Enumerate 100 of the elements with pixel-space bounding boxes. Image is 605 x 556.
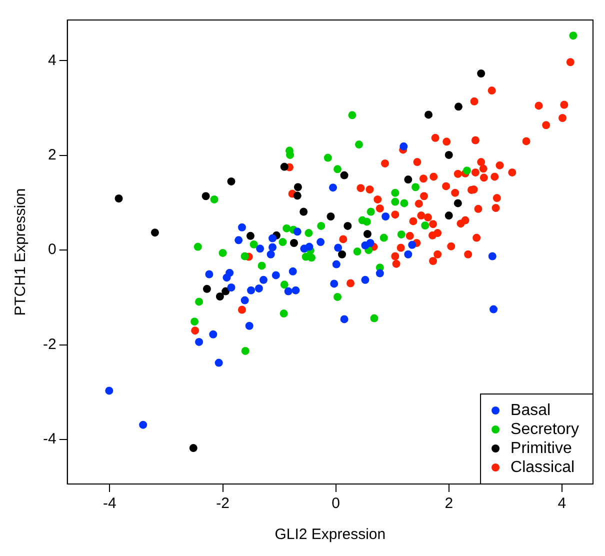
point [205, 270, 214, 278]
point [241, 346, 250, 355]
point [258, 262, 266, 270]
point [338, 250, 346, 258]
point [254, 284, 263, 292]
point [326, 212, 335, 220]
point [353, 248, 362, 256]
point [340, 315, 348, 324]
point [195, 298, 204, 306]
point [391, 188, 400, 197]
point [366, 208, 375, 216]
point [397, 230, 406, 238]
y-tick-label: -2 [42, 336, 56, 353]
point [280, 310, 288, 318]
point [194, 242, 202, 251]
point [454, 102, 462, 111]
y-tick-label: -4 [42, 430, 56, 448]
point [216, 292, 224, 301]
point [404, 176, 412, 184]
point [404, 250, 412, 258]
point [139, 420, 148, 429]
point [150, 228, 159, 237]
point [195, 338, 204, 346]
point [293, 228, 302, 236]
point [477, 70, 486, 78]
point [348, 111, 356, 120]
point [391, 198, 400, 206]
point [218, 248, 227, 257]
point [190, 318, 199, 326]
point [444, 150, 453, 159]
point [227, 284, 236, 292]
point [259, 276, 268, 284]
point [454, 199, 462, 208]
point [400, 199, 408, 208]
point [202, 284, 211, 293]
point [202, 192, 210, 200]
point [227, 177, 236, 186]
point [340, 171, 348, 180]
legend-label: Primitive [510, 440, 572, 457]
point [330, 280, 338, 288]
point [421, 221, 430, 230]
x-tick-label: 4 [558, 495, 566, 512]
point [424, 110, 433, 119]
point [214, 358, 223, 367]
y-axis-title: PTCH1 Expression [12, 188, 30, 316]
point [408, 240, 416, 249]
point [268, 243, 277, 252]
point [210, 195, 218, 204]
point [250, 240, 258, 248]
point [328, 184, 337, 192]
point [222, 287, 230, 296]
point [490, 305, 498, 314]
point [292, 286, 300, 294]
point [361, 276, 370, 284]
x-tick-label: 0 [332, 495, 340, 512]
point [246, 232, 254, 240]
point [293, 192, 302, 200]
x-tick-label: -4 [103, 495, 116, 512]
point [382, 212, 390, 220]
point [189, 444, 198, 452]
y-tick-label: 0 [48, 241, 56, 258]
point [308, 254, 316, 262]
point [226, 268, 234, 277]
point [400, 142, 408, 150]
point [444, 212, 453, 220]
point [256, 244, 264, 253]
point [114, 194, 123, 202]
point [376, 269, 384, 278]
point [209, 330, 218, 338]
point [317, 222, 326, 230]
point [304, 229, 313, 238]
point [334, 292, 342, 301]
x-tick-label: -2 [216, 495, 230, 512]
point [334, 244, 342, 252]
point [380, 234, 388, 242]
point [334, 165, 342, 174]
point [268, 234, 277, 242]
point [354, 140, 363, 149]
point [366, 239, 374, 248]
point [488, 252, 496, 260]
legend-label: Secretory [510, 420, 579, 438]
point [240, 252, 249, 260]
point [290, 239, 298, 248]
point [316, 238, 325, 246]
point [284, 287, 292, 296]
point [324, 154, 332, 162]
point [272, 271, 280, 280]
point [370, 314, 378, 322]
point [282, 224, 291, 232]
point [247, 286, 256, 294]
point [288, 267, 297, 276]
point [462, 166, 471, 175]
point [280, 162, 288, 171]
point [245, 322, 254, 330]
point [238, 223, 246, 232]
point [363, 230, 372, 238]
point [300, 208, 308, 216]
point [362, 218, 371, 226]
point [266, 250, 275, 258]
point [412, 183, 420, 192]
